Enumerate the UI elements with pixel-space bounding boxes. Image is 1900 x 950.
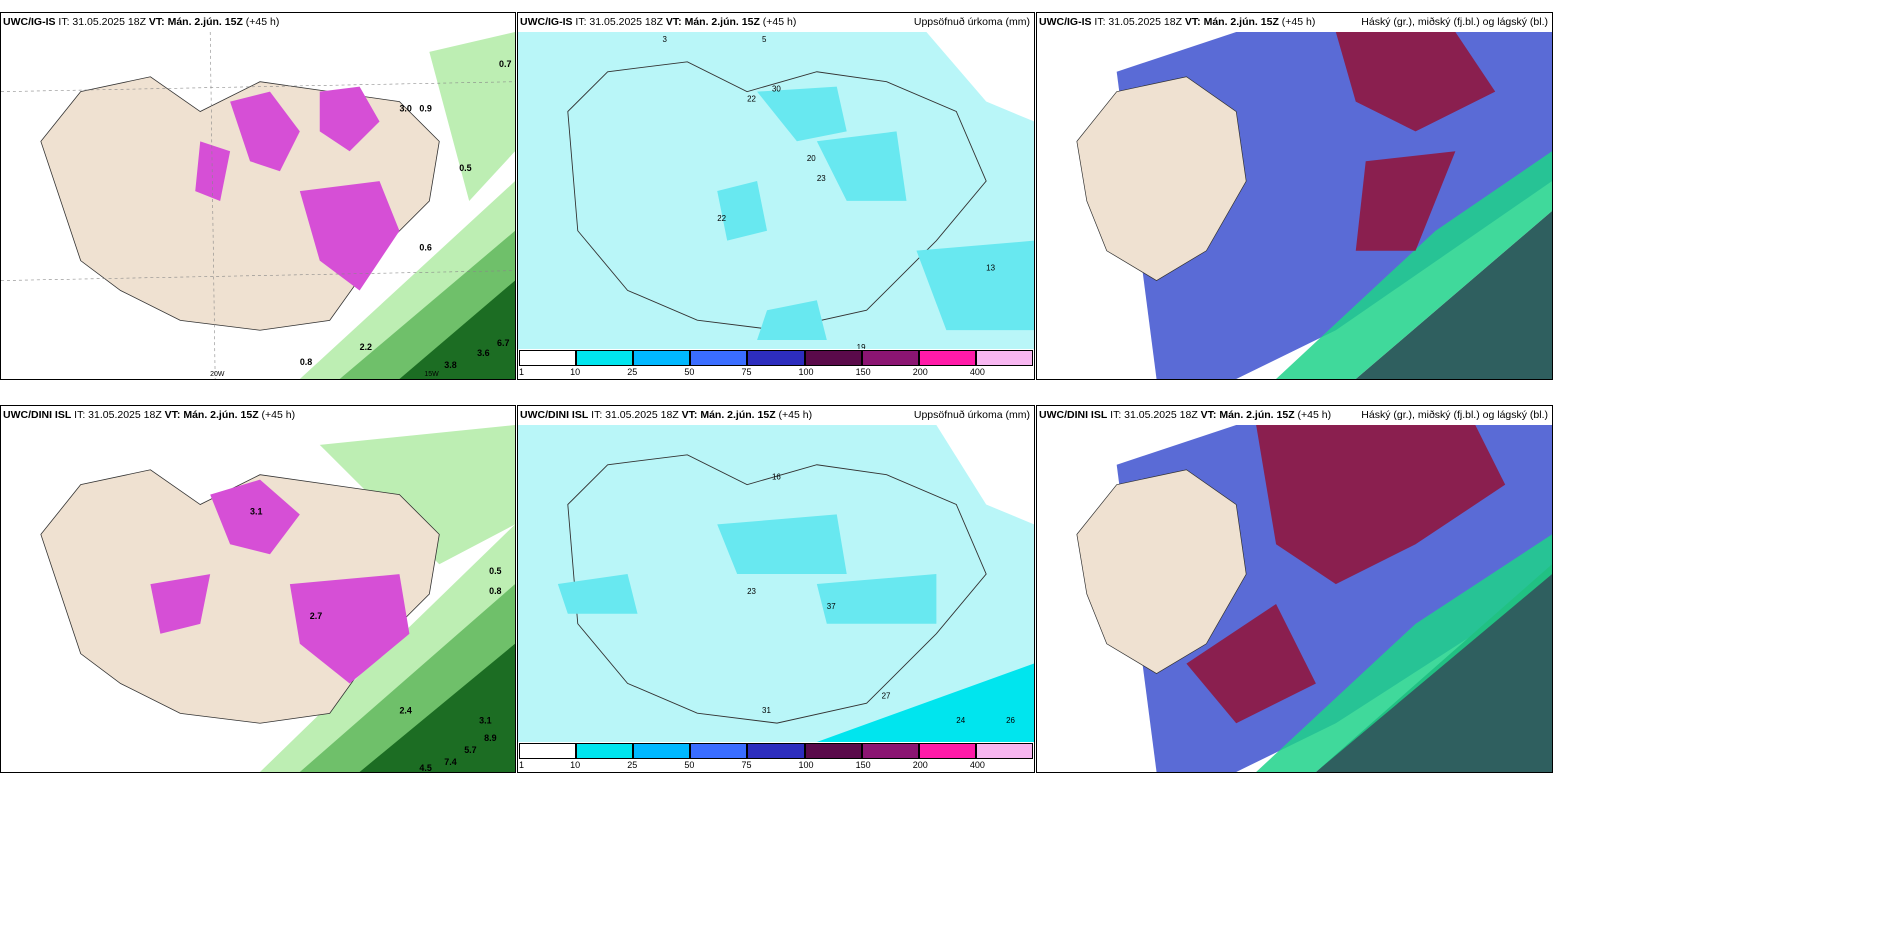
value-label: 2.4 [399, 705, 411, 715]
value-label: 3.6 [477, 348, 489, 358]
colorbar-tick-label: 150 [855, 760, 871, 770]
value-label: 0.8 [489, 586, 501, 596]
colorbar-segment [690, 743, 748, 759]
panel-field-title: Háský (gr.), miðský (fj.bl.) og lágský (… [1361, 409, 1548, 421]
value-label: 30 [772, 85, 781, 94]
panel-header: UWC/DINI ISL IT: 31.05.2025 18Z VT: Mán.… [3, 409, 296, 421]
value-label: 3.8 [444, 360, 456, 370]
panel-header: UWC/IG-IS IT: 31.05.2025 18Z VT: Mán. 2.… [520, 16, 797, 28]
colorbar-tick-label: 100 [798, 367, 814, 377]
value-label: 3 [662, 35, 667, 44]
map-canvas[interactable]: 16 23 31 37 24 26 27 [518, 425, 1034, 742]
value-label: 7.4 [444, 757, 456, 767]
value-label: 31 [762, 706, 771, 715]
value-label: 0.7 [499, 59, 511, 69]
panel-field-title: Uppsöfnuð úrkoma (mm) [913, 16, 1030, 28]
value-label: 8.9 [484, 733, 496, 743]
colorbar-tick-label: 1 [519, 760, 525, 770]
value-label: 3.1 [250, 506, 262, 516]
value-label: 3.0 [399, 104, 411, 114]
colorbar-tick-label: 200 [912, 760, 928, 770]
colorbar-tick-label: 75 [741, 760, 752, 770]
colorbar-tick-label: 400 [969, 367, 985, 377]
colorbar-tick-label: 400 [969, 760, 985, 770]
value-label: 20 [807, 154, 816, 163]
value-label: 5.7 [464, 745, 476, 755]
colorbar-segment [747, 743, 805, 759]
colorbar: 1 10 25 50 75 100 150 200 400 [519, 350, 1033, 378]
colorbar-segment [633, 350, 691, 366]
panel-bottom-left-precip-map: UWC/DINI ISL IT: 31.05.2025 18Z VT: Mán.… [0, 405, 516, 773]
colorbar-tick-label: 200 [912, 367, 928, 377]
colorbar-segment [519, 743, 577, 759]
map-canvas[interactable] [1037, 32, 1552, 379]
colorbar-tick-label: 75 [741, 367, 752, 377]
value-label: 37 [827, 602, 836, 611]
colorbar-segment [576, 350, 634, 366]
colorbar-segment [975, 350, 1033, 366]
value-label: 5 [762, 35, 767, 44]
value-label: 0.5 [459, 163, 471, 173]
panel-field-title: Háský (gr.), miðský (fj.bl.) og lágský (… [1361, 16, 1548, 28]
value-label: 23 [817, 174, 826, 183]
value-label: 19 [857, 343, 866, 349]
colorbar-segment [804, 350, 862, 366]
value-label: 22 [747, 95, 756, 104]
colorbar-tick-label: 50 [684, 367, 695, 377]
value-label: 0.5 [489, 566, 501, 576]
value-label: 3.1 [479, 715, 491, 725]
colorbar-segment [975, 743, 1033, 759]
panel-bottom-middle-accum-precip: UWC/DINI ISL IT: 31.05.2025 18Z VT: Mán.… [517, 405, 1035, 773]
colorbar-tick-label: 150 [855, 367, 871, 377]
colorbar-tick-label: 10 [570, 367, 581, 377]
colorbar-segment [918, 743, 976, 759]
map-canvas[interactable]: 3.1 2.7 0.5 0.8 2.4 3.1 8.9 5.7 7.4 4.5 [1, 425, 515, 772]
colorbar-segment [861, 743, 919, 759]
panel-header: UWC/IG-IS IT: 31.05.2025 18Z VT: Mán. 2.… [3, 16, 280, 28]
value-label: 23 [747, 587, 756, 596]
value-label: 13 [986, 264, 995, 273]
colorbar-tick-label: 10 [570, 760, 581, 770]
colorbar-tick-label: 25 [627, 760, 638, 770]
colorbar-segment [747, 350, 805, 366]
colorbar-segment [861, 350, 919, 366]
colorbar: 1 10 25 50 75 100 150 200 400 [519, 743, 1033, 771]
value-label: 0.8 [300, 357, 312, 367]
panel-top-left-precip-map: UWC/IG-IS IT: 31.05.2025 18Z VT: Mán. 2.… [0, 12, 516, 380]
lon-label: 15W [424, 371, 439, 378]
value-label: 16 [772, 473, 781, 482]
panel-header: UWC/DINI ISL IT: 31.05.2025 18Z VT: Mán.… [1039, 409, 1332, 421]
colorbar-tick-label: 25 [627, 367, 638, 377]
colorbar-tick-label: 50 [684, 760, 695, 770]
value-label: 26 [1006, 716, 1015, 725]
colorbar-segment [918, 350, 976, 366]
panel-header: UWC/DINI ISL IT: 31.05.2025 18Z VT: Mán.… [520, 409, 813, 421]
value-label: 6.7 [497, 338, 509, 348]
colorbar-segment [690, 350, 748, 366]
panel-top-right-cloud-cover: UWC/IG-IS IT: 31.05.2025 18Z VT: Mán. 2.… [1036, 12, 1553, 380]
value-label: 27 [882, 691, 891, 700]
map-canvas[interactable]: 0.7 3.0 0.9 0.5 0.6 0.8 2.2 3.8 3.6 6.7 … [1, 32, 515, 379]
colorbar-segment [633, 743, 691, 759]
panel-field-title: Uppsöfnuð úrkoma (mm) [913, 409, 1030, 421]
value-label: 0.9 [419, 104, 431, 114]
map-canvas[interactable] [1037, 425, 1552, 772]
lon-label: 20W [210, 371, 225, 378]
colorbar-segment [576, 743, 634, 759]
value-label: 22 [717, 214, 726, 223]
colorbar-tick-label: 1 [519, 367, 525, 377]
value-label: 2.2 [360, 342, 372, 352]
value-label: 2.7 [310, 611, 322, 621]
panel-top-middle-accum-precip: UWC/IG-IS IT: 31.05.2025 18Z VT: Mán. 2.… [517, 12, 1035, 380]
colorbar-segment [804, 743, 862, 759]
value-label: 4.5 [419, 763, 431, 772]
panel-bottom-right-cloud-cover: UWC/DINI ISL IT: 31.05.2025 18Z VT: Mán.… [1036, 405, 1553, 773]
colorbar-segment [519, 350, 577, 366]
colorbar-tick-label: 100 [798, 760, 814, 770]
panel-header: UWC/IG-IS IT: 31.05.2025 18Z VT: Mán. 2.… [1039, 16, 1316, 28]
value-label: 0.6 [419, 243, 431, 253]
value-label: 24 [956, 716, 965, 725]
map-canvas[interactable]: 3 5 30 22 20 23 22 13 19 [518, 32, 1034, 349]
